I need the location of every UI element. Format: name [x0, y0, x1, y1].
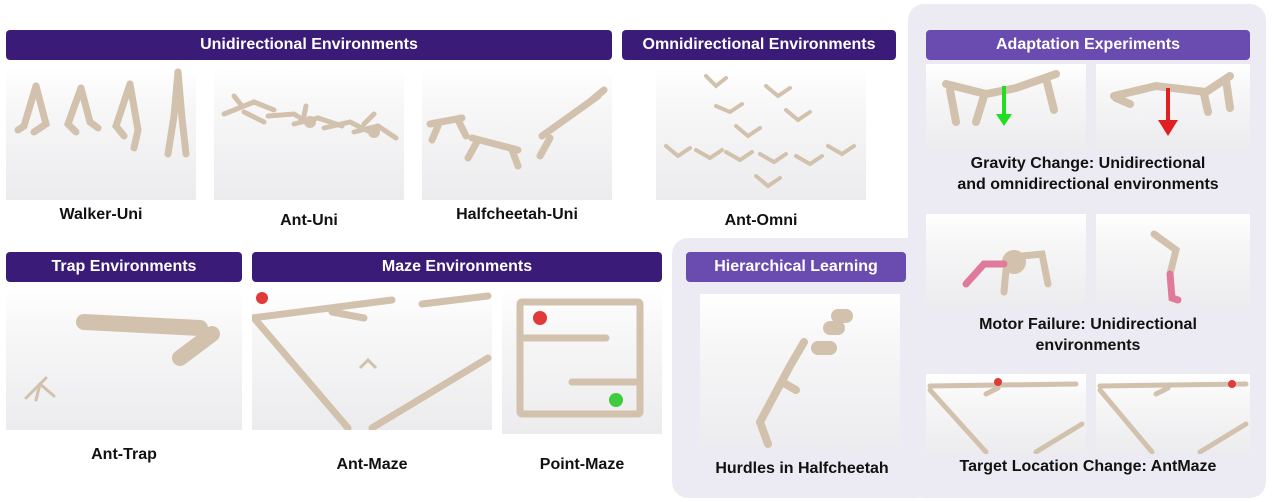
ant-uni-image [214, 66, 404, 200]
ant-omni-image [656, 66, 866, 200]
gravity-caption: Gravity Change: Unidirectional and omnid… [926, 153, 1250, 195]
motor-image-1 [926, 214, 1086, 306]
halfcheetah-uni-image [422, 66, 612, 200]
gravity-image-1 [926, 64, 1086, 150]
ant-trap-caption: Ant-Trap [91, 446, 157, 463]
trap-header: Trap Environments [6, 252, 242, 282]
unidirectional-header: Unidirectional Environments [6, 30, 612, 60]
target-caption: Target Location Change: AntMaze [959, 458, 1217, 475]
gravity-image-2 [1096, 64, 1250, 150]
hierarchical-header: Hierarchical Learning [686, 252, 906, 282]
motor-caption-line2: environments [1035, 337, 1141, 354]
target-image-2 [1096, 374, 1250, 454]
halfcheetah-uni-caption: Halfcheetah-Uni [456, 206, 578, 223]
ant-maze-image [252, 288, 492, 430]
ant-uni-caption: Ant-Uni [280, 212, 338, 229]
point-maze-image [502, 288, 662, 434]
point-maze-caption: Point-Maze [539, 456, 625, 473]
ant-omni-caption: Ant-Omni [724, 212, 798, 229]
maze-header: Maze Environments [252, 252, 662, 282]
walker-uni-image [6, 66, 196, 200]
gravity-caption-line2: and omnidirectional environments [957, 176, 1219, 193]
gravity-caption-line1: Gravity Change: Unidirectional [970, 155, 1206, 172]
walker-uni-caption: Walker-Uni [59, 206, 143, 223]
omnidirectional-header: Omnidirectional Environments [622, 30, 896, 60]
target-image-1 [926, 374, 1086, 454]
motor-caption-line1: Motor Failure: Unidirectional [979, 316, 1197, 333]
adaptation-header: Adaptation Experiments [926, 30, 1250, 60]
ant-maze-caption: Ant-Maze [336, 456, 408, 473]
hurdles-caption: Hurdles in Halfcheetah [715, 460, 889, 477]
motor-caption: Motor Failure: Unidirectional environmen… [926, 314, 1250, 356]
hurdles-image [700, 294, 900, 450]
motor-image-2 [1096, 214, 1250, 306]
ant-trap-image [6, 288, 242, 430]
